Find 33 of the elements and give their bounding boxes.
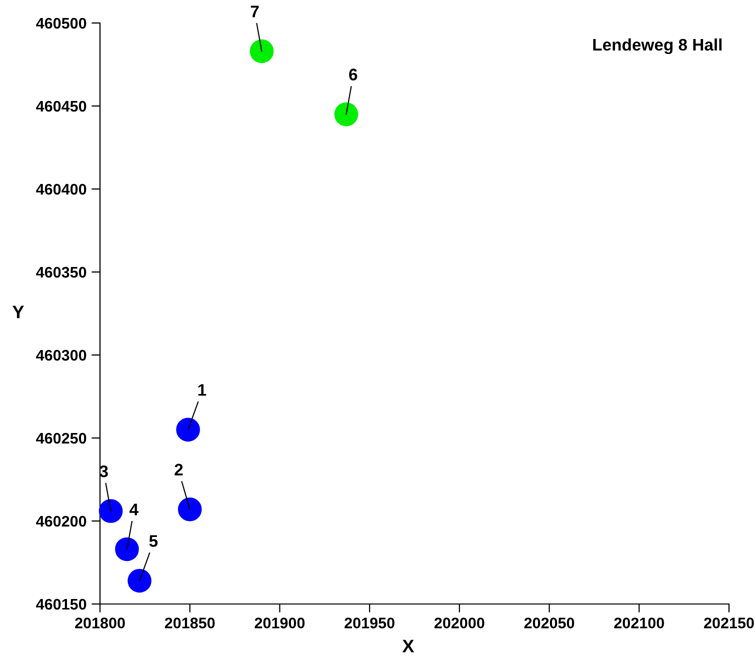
x-tick-label: 202000 xyxy=(434,618,484,628)
point xyxy=(98,499,123,523)
x-tick-label: 201850 xyxy=(164,618,215,628)
y-tick-label: 460400 xyxy=(36,184,86,195)
point xyxy=(334,102,358,126)
y-tick-label: 460450 xyxy=(36,100,86,112)
y-tick-label: 460150 xyxy=(36,598,86,610)
annotation: 7 xyxy=(250,6,259,18)
y-tick-label: 460200 xyxy=(36,516,86,527)
text: Lendeweg 8 Hall xyxy=(593,38,722,54)
point xyxy=(250,39,274,64)
point xyxy=(176,418,200,442)
x-axis-title: X xyxy=(402,640,414,652)
x-tick-label: 201950 xyxy=(344,618,394,628)
annotation: 4 xyxy=(130,504,138,516)
point xyxy=(128,568,152,593)
point xyxy=(178,497,202,522)
annotation: 5 xyxy=(149,535,158,547)
x-tick-label: 202100 xyxy=(614,618,664,628)
annotation: 2 xyxy=(174,464,183,476)
point xyxy=(115,537,139,562)
x-tick-label: 201800 xyxy=(75,618,125,628)
annotation: 1 xyxy=(198,384,206,396)
x-tick-label: 202150 xyxy=(704,618,754,628)
annotation: 6 xyxy=(349,68,358,80)
x-tick-label: 201900 xyxy=(254,618,305,628)
annotation: 3 xyxy=(100,465,108,478)
y-axis-title: Y xyxy=(12,306,24,318)
y-tick-label: 460350 xyxy=(36,266,86,278)
x-tick-label: 202050 xyxy=(524,618,574,628)
y-tick-label: 460250 xyxy=(36,432,86,444)
y-tick-label: 460500 xyxy=(36,18,86,29)
y-tick-label: 460300 xyxy=(36,350,86,361)
